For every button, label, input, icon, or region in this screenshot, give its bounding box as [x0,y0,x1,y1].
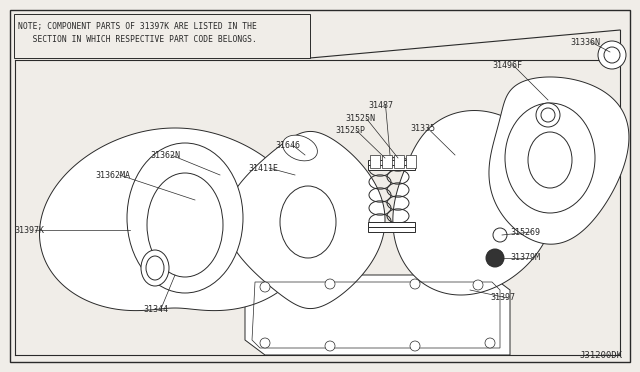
Polygon shape [382,155,392,168]
Ellipse shape [505,103,595,213]
Polygon shape [370,155,380,168]
Ellipse shape [127,143,243,293]
Polygon shape [245,275,510,355]
Ellipse shape [410,341,420,351]
Polygon shape [368,222,415,227]
Ellipse shape [485,338,495,348]
Text: 31362MA: 31362MA [95,170,130,180]
Text: 31525P: 31525P [335,125,365,135]
Polygon shape [406,155,416,168]
Polygon shape [40,128,310,311]
Polygon shape [368,160,415,165]
Polygon shape [394,155,404,168]
Text: 315269: 315269 [510,228,540,237]
Ellipse shape [141,250,169,286]
Polygon shape [10,10,630,362]
Text: 31525N: 31525N [345,113,375,122]
Text: 31496F: 31496F [492,61,522,70]
Text: 31344: 31344 [143,305,168,314]
Text: 31362N: 31362N [150,151,180,160]
Ellipse shape [147,173,223,277]
Text: 31335: 31335 [410,124,435,132]
Ellipse shape [325,341,335,351]
Text: SECTION IN WHICH RESPECTIVE PART CODE BELONGS.: SECTION IN WHICH RESPECTIVE PART CODE BE… [18,35,257,44]
Ellipse shape [283,135,317,161]
Text: 31397K: 31397K [14,225,44,234]
Polygon shape [14,14,310,58]
Text: J31200DK: J31200DK [579,351,622,360]
Ellipse shape [486,249,504,267]
Ellipse shape [260,282,270,292]
Text: 31487: 31487 [368,100,393,109]
Ellipse shape [598,41,626,69]
Text: 31379M: 31379M [510,253,540,263]
Text: 31397: 31397 [490,294,515,302]
Ellipse shape [260,338,270,348]
Ellipse shape [473,280,483,290]
Polygon shape [225,131,385,308]
Polygon shape [368,227,415,232]
Ellipse shape [280,186,336,258]
Ellipse shape [536,103,560,127]
Ellipse shape [528,132,572,188]
Polygon shape [368,165,415,170]
Ellipse shape [604,47,620,63]
Ellipse shape [325,279,335,289]
Text: 31646: 31646 [275,141,300,150]
Ellipse shape [146,256,164,280]
Ellipse shape [541,108,555,122]
Text: 31411E: 31411E [248,164,278,173]
Polygon shape [393,110,556,295]
Polygon shape [489,77,629,244]
Text: NOTE; COMPONENT PARTS OF 31397K ARE LISTED IN THE: NOTE; COMPONENT PARTS OF 31397K ARE LIST… [18,22,257,31]
Ellipse shape [493,228,507,242]
Text: 31336N: 31336N [570,38,600,46]
Ellipse shape [410,279,420,289]
